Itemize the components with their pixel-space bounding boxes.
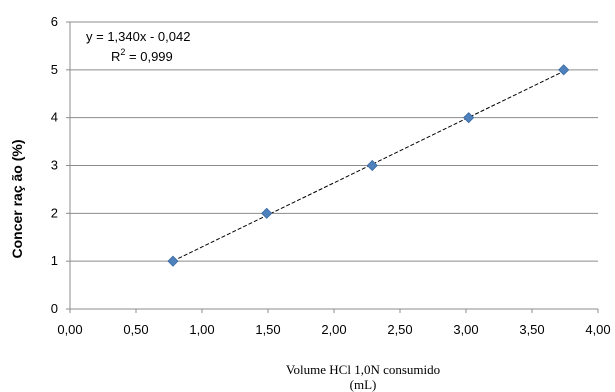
x-tick-label: 1,50 (255, 322, 280, 337)
gridlines (70, 21, 598, 262)
r-squared-superscript: 2 (120, 47, 125, 57)
x-axis-title-line2: (mL) (350, 377, 377, 392)
r-squared-label: R2 = 0,999 (111, 47, 173, 64)
data-points (167, 64, 570, 267)
y-tick-label: 6 (51, 14, 58, 29)
data-point (366, 159, 378, 172)
x-tick-label: 0,00 (57, 322, 82, 337)
y-tick-label: 5 (51, 62, 58, 77)
y-tick-label: 4 (51, 110, 58, 125)
trendline-equation: y = 1,340x - 0,042 (86, 29, 190, 44)
r-squared-value: = 0,999 (125, 49, 172, 64)
y-tick-label: 3 (51, 158, 58, 173)
x-tick-label: 0,50 (123, 322, 148, 337)
data-point (167, 255, 179, 267)
x-tick-label: 4,00 (585, 322, 610, 337)
x-tick-label: 1,00 (189, 322, 214, 337)
y-tick-label: 0 (51, 301, 58, 316)
r-squared-prefix: R (111, 49, 120, 64)
x-tick-labels: 0,00 0,50 1,00 1,50 2,00 2,50 3,00 3,50 4,00 (57, 309, 611, 337)
y-tick-label: 2 (51, 205, 58, 220)
x-tick-label: 2,00 (321, 322, 346, 337)
y-tick-label: 1 (51, 253, 58, 268)
x-axis-title-line1: Volume HCl 1,0N consumido (286, 362, 440, 377)
data-point (558, 64, 570, 76)
x-tick-label: 3,50 (519, 322, 544, 337)
data-point (261, 207, 273, 219)
y-tick-labels: 0 1 2 3 4 5 6 (51, 14, 70, 316)
x-tick-label: 3,00 (453, 322, 478, 337)
x-tick-label: 2,50 (387, 322, 412, 337)
data-point (463, 112, 475, 124)
y-axis-title: Concer raç ão (%) (9, 139, 25, 258)
